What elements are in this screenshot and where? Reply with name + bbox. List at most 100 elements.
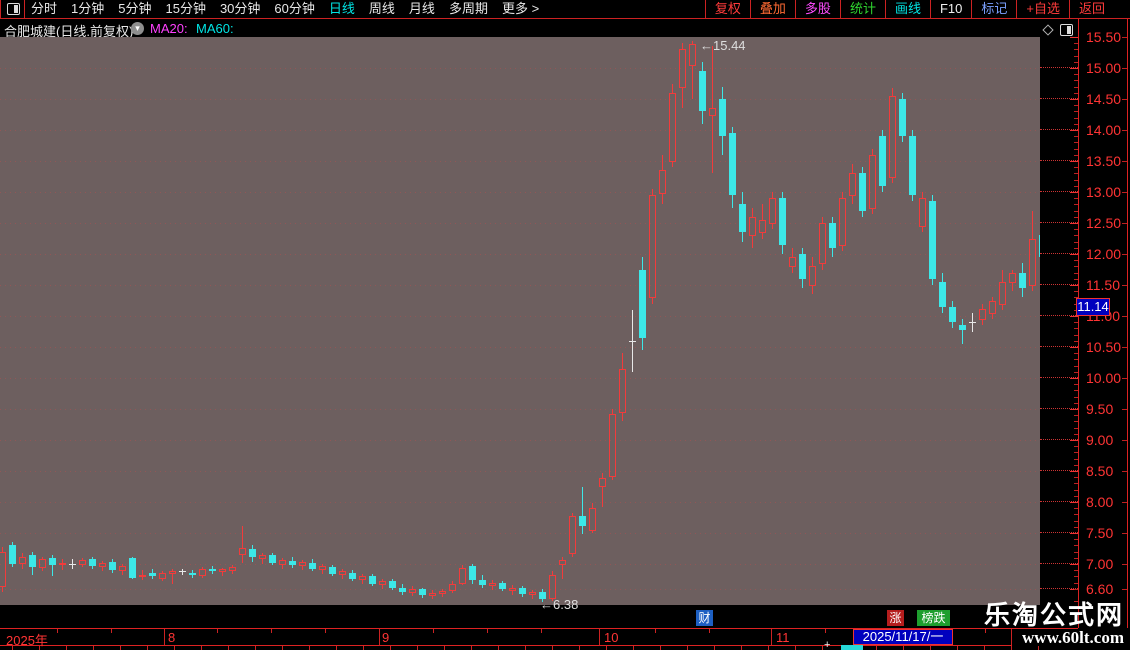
bottom-strip-tick (336, 646, 337, 650)
tools-menu: 复权 叠加 多股 统计 画线 F10 标记 +自选 返回 (704, 0, 1114, 18)
grid-dotted-segment (1040, 129, 1078, 130)
right-edge-tick (1122, 502, 1127, 503)
date-axis-minor-tick (271, 629, 272, 633)
price-axis-minor-tick (1074, 235, 1078, 236)
price-axis-minor-tick (1074, 118, 1078, 119)
price-axis-tick (1070, 409, 1078, 410)
price-axis-minor-tick (1074, 527, 1078, 528)
candlestick-plot-area[interactable] (0, 37, 1046, 605)
date-axis-tick (379, 629, 380, 645)
price-axis-minor-tick (1074, 545, 1078, 546)
tool-item-2[interactable]: 多股 (804, 1, 831, 16)
window-split-icon[interactable] (7, 3, 20, 15)
tool-item-6[interactable]: 标记 (981, 1, 1008, 16)
tool-item-5[interactable]: F10 (939, 1, 963, 16)
period-item-8[interactable]: 月线 (408, 1, 435, 16)
tool-item-0[interactable]: 复权 (714, 1, 741, 16)
bottom-strip-tick (579, 646, 580, 650)
chart-title: 合肥城建(日线.前复权) (4, 24, 134, 39)
price-axis-tick (1070, 502, 1078, 503)
price-axis-tick (1070, 68, 1078, 69)
chevron-down-circle-icon[interactable]: ▾ (131, 22, 144, 35)
period-item-3[interactable]: 15分钟 (165, 1, 206, 16)
price-axis-label: 13.00 (1086, 184, 1122, 200)
price-axis-minor-tick (1074, 415, 1078, 416)
price-axis-minor-tick (1074, 62, 1078, 63)
price-axis-label: 7.50 (1086, 525, 1114, 541)
price-axis-tick (1070, 564, 1078, 565)
gainers-badge[interactable]: 涨 (887, 610, 904, 626)
price-axis-minor-tick (1074, 173, 1078, 174)
right-edge-tick (1122, 99, 1127, 100)
tool-item-8[interactable]: 返回 (1078, 1, 1105, 16)
price-axis-minor-tick (1074, 180, 1078, 181)
period-item-7[interactable]: 周线 (368, 1, 395, 16)
date-axis-minor-tick (325, 629, 326, 633)
period-item-1[interactable]: 1分钟 (71, 1, 105, 16)
right-edge-tick (1122, 37, 1127, 38)
date-axis-label: 10 (604, 630, 619, 645)
date-axis-minor-tick (57, 629, 58, 633)
toolbar-separator (971, 0, 973, 18)
losers-badge[interactable]: 榜跌 (917, 610, 950, 626)
period-item-5[interactable]: 60分钟 (274, 1, 315, 16)
bottom-strip-tick (1011, 646, 1012, 650)
price-axis-minor-tick (1074, 390, 1078, 391)
period-item-4[interactable]: 30分钟 (219, 1, 261, 16)
date-axis-tick (599, 629, 600, 645)
price-axis-tick (1070, 285, 1078, 286)
price-axis-minor-tick (1074, 93, 1078, 94)
tool-item-7[interactable]: +自选 (1026, 1, 1060, 16)
price-axis-minor-tick (1074, 514, 1078, 515)
price-axis-label: 13.50 (1086, 153, 1122, 169)
price-axis-minor-tick (1074, 366, 1078, 367)
bottom-strip-tick (93, 646, 94, 650)
period-item-2[interactable]: 5分钟 (118, 1, 152, 16)
price-axis-line (1078, 19, 1079, 628)
bottom-strip-tick (930, 646, 931, 650)
tool-item-1[interactable]: 叠加 (759, 1, 786, 16)
price-axis-label: 14.00 (1086, 122, 1122, 138)
tool-item-3[interactable]: 统计 (849, 1, 876, 16)
price-axis-minor-tick (1074, 136, 1078, 137)
pane-split-icon[interactable] (1060, 24, 1073, 36)
toolbar-separator (1016, 0, 1018, 18)
high-annotation: ←15.44 (700, 38, 746, 53)
price-axis-label: 12.00 (1086, 246, 1122, 262)
watermark-url: www.60lt.com (1022, 628, 1124, 647)
period-item-6[interactable]: 日线 (328, 1, 355, 16)
price-axis-tick (1070, 99, 1078, 100)
price-axis-tick (1070, 316, 1078, 317)
period-item-10[interactable]: 更多 > (501, 1, 540, 16)
date-axis-minor-tick (111, 629, 112, 633)
price-axis-minor-tick (1074, 211, 1078, 212)
right-edge-tick (1122, 130, 1127, 131)
price-axis-label: 10.50 (1086, 339, 1122, 355)
right-edge-tick (1122, 254, 1127, 255)
price-axis-minor-tick (1074, 186, 1078, 187)
bottom-strip-tick (714, 646, 715, 650)
right-edge-tick (1122, 347, 1127, 348)
price-axis-minor-tick (1074, 372, 1078, 373)
grid-dotted-segment (1040, 439, 1078, 440)
finance-badge[interactable]: 财 (696, 610, 713, 626)
bottom-strip-tick (228, 646, 229, 650)
bottom-strip-tick (174, 646, 175, 650)
price-axis-label: 6.60 (1086, 581, 1114, 597)
price-axis-minor-tick (1074, 428, 1078, 429)
tool-item-4[interactable]: 画线 (894, 1, 921, 16)
grid-dotted-segment (1040, 346, 1078, 347)
cursor-date-badge: 2025/11/17/一 (853, 629, 953, 645)
price-axis-minor-tick (1074, 341, 1078, 342)
price-axis-minor-tick (1074, 124, 1078, 125)
price-axis-minor-tick (1074, 576, 1078, 577)
bottom-strip-tick (741, 646, 742, 650)
date-axis-minor-tick (655, 629, 656, 633)
price-axis-minor-tick (1074, 465, 1078, 466)
price-axis-minor-tick (1074, 589, 1078, 590)
price-axis-minor-tick (1074, 273, 1078, 274)
period-item-9[interactable]: 多周期 (448, 1, 488, 16)
price-axis-minor-tick (1074, 87, 1078, 88)
period-item-0[interactable]: 分时 (31, 1, 58, 16)
price-axis-label: 7.00 (1086, 556, 1114, 572)
